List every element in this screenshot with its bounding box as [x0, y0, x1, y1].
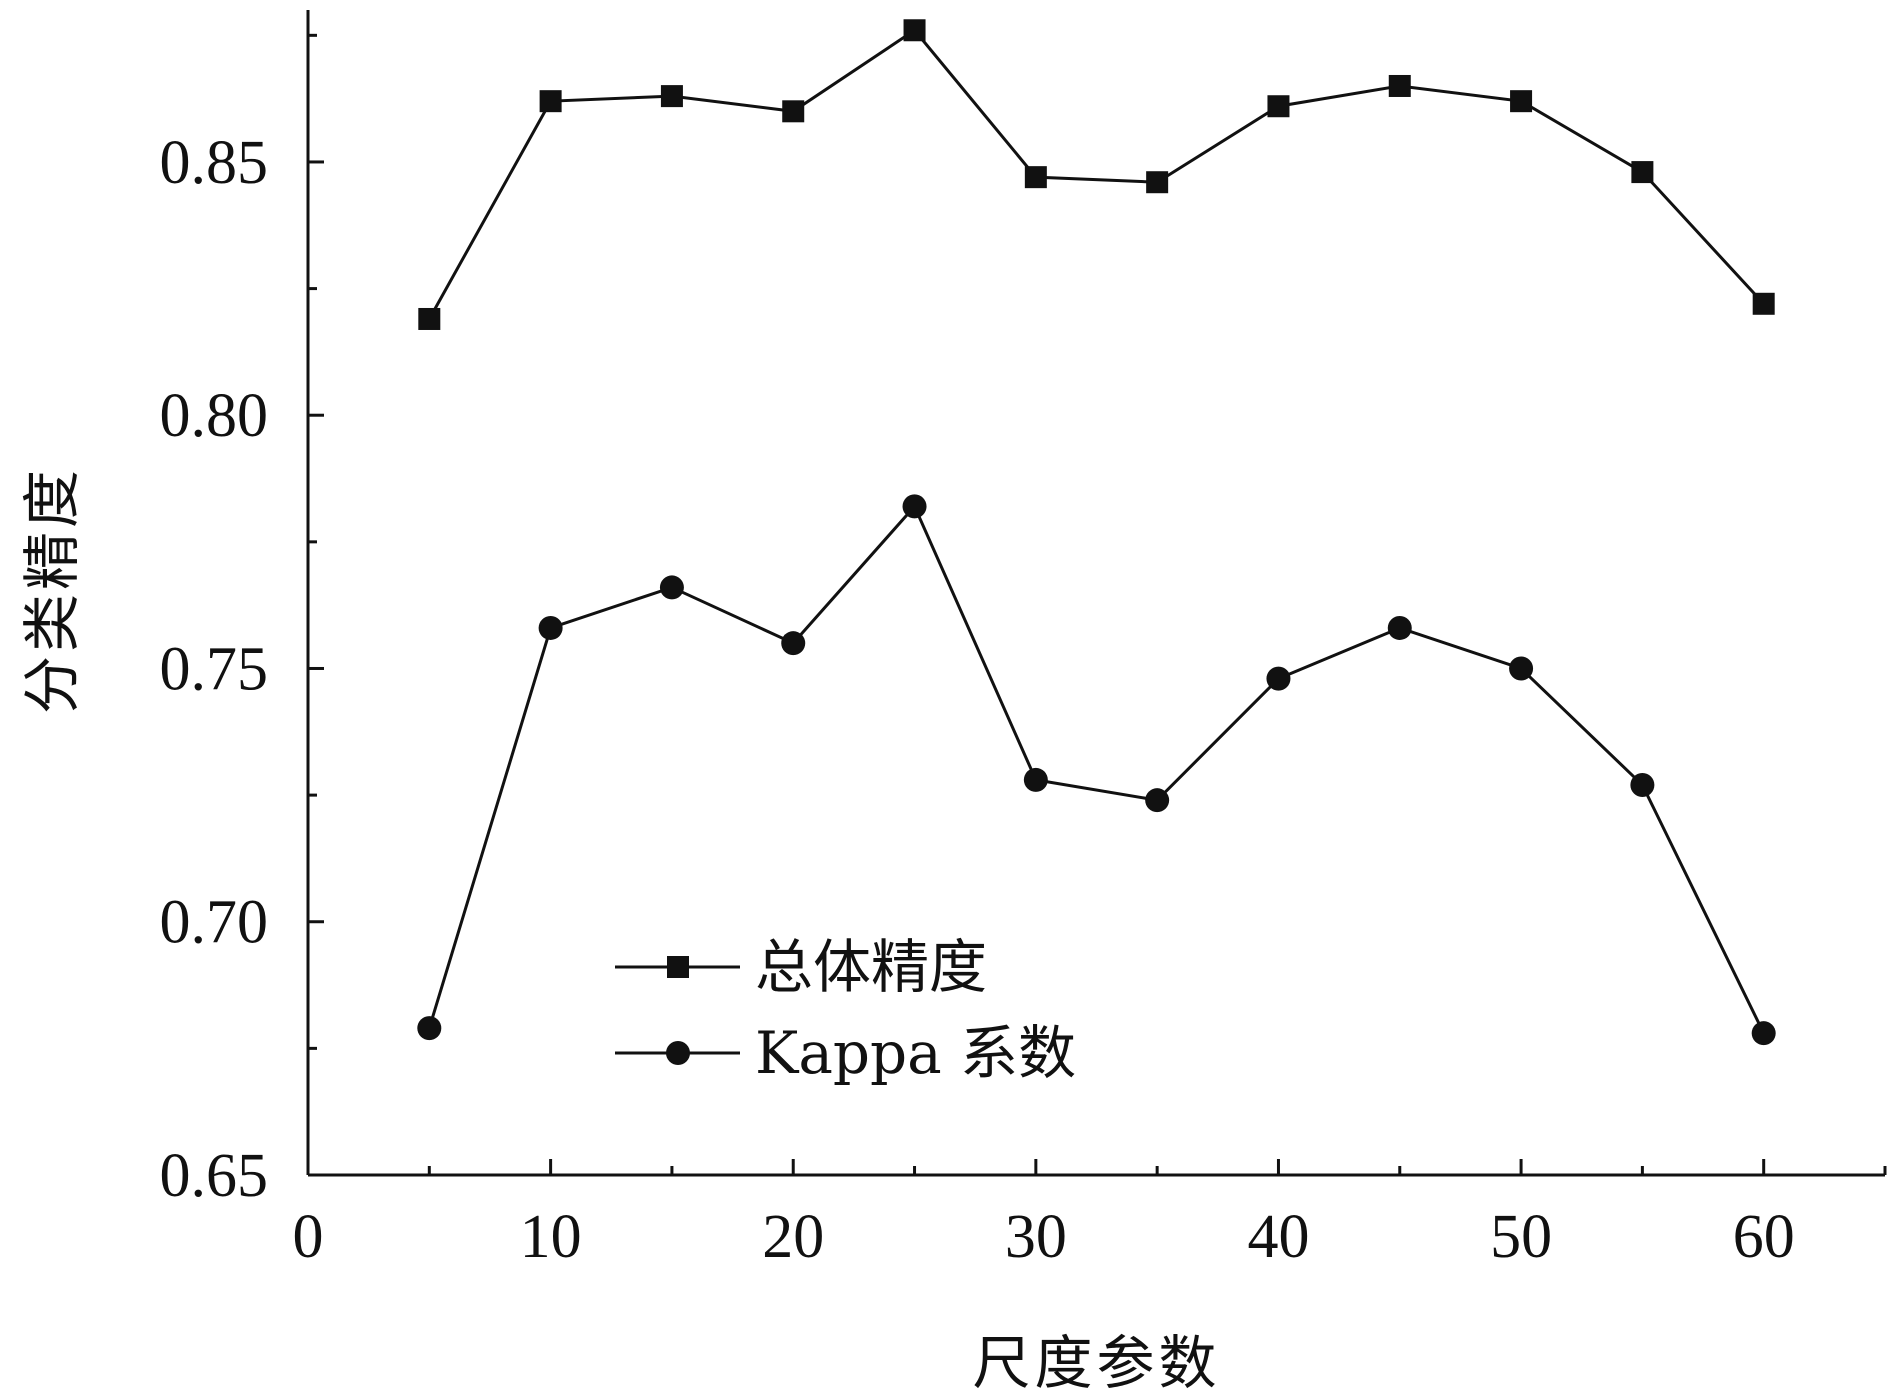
legend: 总体精度 Kappa 系数 — [615, 933, 1076, 1087]
data-point-circle — [417, 1016, 442, 1041]
data-point-square — [1267, 95, 1290, 118]
data-point-square — [660, 85, 683, 108]
x-tick-label: 40 — [1247, 1203, 1309, 1271]
x-tick-label: 60 — [1733, 1203, 1795, 1271]
x-tick-label: 0 — [293, 1203, 324, 1271]
data-point-square — [539, 90, 562, 113]
data-point-square — [1024, 166, 1047, 189]
legend-marker-circle — [666, 1041, 690, 1065]
data-point-square — [1388, 74, 1411, 97]
data-point-circle — [1023, 767, 1048, 792]
series-kappa — [417, 494, 1776, 1046]
data-point-circle — [1509, 656, 1534, 681]
y-tick-label: 0.70 — [160, 889, 269, 957]
series-line — [427, 503, 1766, 1034]
data-point-circle — [781, 631, 806, 656]
y-tick-label: 0.85 — [160, 129, 269, 197]
x-tick-label: 30 — [1005, 1203, 1067, 1271]
series-line — [427, 28, 1765, 320]
data-point-circle — [902, 494, 927, 519]
legend-label-overall-accuracy: 总体精度 — [755, 933, 987, 1001]
x-tick-label: 20 — [762, 1203, 824, 1271]
x-tick-label: 50 — [1490, 1203, 1552, 1271]
data-point-square — [903, 19, 926, 42]
data-point-circle — [659, 575, 684, 600]
series-layer — [417, 19, 1776, 1046]
x-tick-label: 10 — [520, 1203, 582, 1271]
data-point-circle — [1630, 772, 1655, 797]
y-tick-label: 0.65 — [160, 1142, 269, 1210]
y-tick-label: 0.80 — [160, 382, 269, 450]
x-axis-title: 尺度参数 — [972, 1329, 1220, 1394]
axes: 0 10 20 30 40 50 60 0.65 0.70 0.75 0.80 0.85 — [160, 10, 1887, 1271]
data-point-square — [1752, 292, 1775, 315]
data-point-circle — [1751, 1021, 1776, 1046]
data-point-square — [1146, 171, 1169, 194]
y-axis-title: 分类精度 — [18, 466, 86, 714]
data-point-square — [418, 307, 441, 330]
y-tick-label: 0.75 — [160, 635, 269, 703]
data-point-circle — [1387, 615, 1412, 640]
data-point-square — [782, 100, 805, 123]
data-point-square — [1631, 161, 1654, 184]
series-overall-accuracy — [418, 19, 1775, 330]
data-point-square — [1510, 90, 1533, 113]
data-point-circle — [538, 615, 563, 640]
data-point-circle — [1266, 666, 1291, 691]
legend-label-kappa: Kappa 系数 — [755, 1019, 1076, 1087]
data-point-circle — [1145, 788, 1170, 813]
legend-marker-square — [667, 956, 689, 978]
